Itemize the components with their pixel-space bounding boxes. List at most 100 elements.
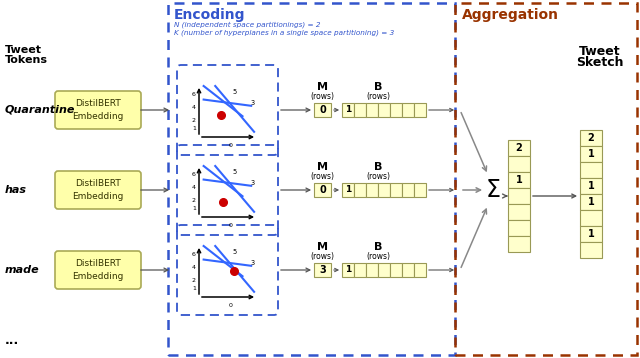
Text: has: has	[5, 185, 27, 195]
Bar	[414, 103, 426, 117]
Bar	[580, 242, 602, 258]
Bar	[402, 103, 414, 117]
Text: B: B	[374, 162, 382, 172]
Text: 1: 1	[588, 181, 595, 191]
Bar	[580, 146, 602, 162]
Text: 1: 1	[345, 185, 351, 194]
Bar	[354, 263, 366, 277]
Text: (rows): (rows)	[310, 92, 335, 101]
Text: 1: 1	[345, 106, 351, 115]
Text: 0: 0	[229, 223, 233, 228]
Text: (rows): (rows)	[366, 172, 390, 181]
Text: Tokens: Tokens	[5, 55, 48, 65]
Bar	[508, 204, 530, 220]
Text: Tweet: Tweet	[579, 45, 621, 58]
Bar	[455, 3, 637, 355]
Text: K (number of hyperplanes in a single space partitioning) = 3: K (number of hyperplanes in a single spa…	[174, 29, 394, 35]
Text: M: M	[317, 242, 328, 252]
FancyBboxPatch shape	[55, 91, 141, 129]
Bar	[342, 103, 354, 117]
Bar	[508, 156, 530, 172]
Bar	[314, 183, 331, 197]
Text: 1: 1	[588, 149, 595, 159]
Bar	[580, 162, 602, 178]
Bar	[402, 263, 414, 277]
Text: 1: 1	[588, 197, 595, 207]
Text: Embedding: Embedding	[72, 112, 124, 121]
Text: DistilBERT: DistilBERT	[75, 259, 121, 268]
Bar	[314, 263, 331, 277]
Text: (rows): (rows)	[310, 252, 335, 261]
Text: $\Sigma$: $\Sigma$	[485, 178, 500, 202]
Text: 1: 1	[588, 229, 595, 239]
Bar	[168, 3, 455, 355]
Text: 1: 1	[192, 126, 196, 131]
Text: 2: 2	[192, 118, 196, 123]
Bar	[314, 103, 331, 117]
Text: 2: 2	[192, 198, 196, 203]
Text: 0: 0	[319, 105, 326, 115]
Bar	[366, 183, 378, 197]
Bar	[390, 103, 402, 117]
Text: 2: 2	[192, 278, 196, 283]
Bar	[378, 183, 390, 197]
Bar	[580, 178, 602, 194]
Bar	[354, 103, 366, 117]
Bar	[508, 220, 530, 236]
Text: B: B	[374, 82, 382, 92]
Bar	[414, 183, 426, 197]
Bar	[508, 140, 530, 156]
Text: Embedding: Embedding	[72, 192, 124, 201]
Text: 6: 6	[192, 92, 196, 97]
Text: (rows): (rows)	[366, 92, 390, 101]
Text: 3: 3	[251, 100, 255, 106]
Bar	[378, 263, 390, 277]
Bar	[414, 263, 426, 277]
Text: 1: 1	[516, 175, 522, 185]
Text: M: M	[317, 82, 328, 92]
Bar	[390, 263, 402, 277]
Text: 4: 4	[192, 105, 196, 110]
Text: Quarantine: Quarantine	[5, 105, 76, 115]
Text: 0: 0	[229, 303, 233, 308]
Text: N (independent space partitionings) = 2: N (independent space partitionings) = 2	[174, 21, 321, 28]
Bar	[580, 130, 602, 146]
Text: 0: 0	[319, 185, 326, 195]
Bar	[390, 183, 402, 197]
Text: 2: 2	[588, 133, 595, 143]
Text: B: B	[374, 242, 382, 252]
FancyBboxPatch shape	[55, 171, 141, 209]
Bar	[366, 263, 378, 277]
Bar	[580, 210, 602, 226]
Text: 1: 1	[192, 286, 196, 291]
Text: Encoding: Encoding	[174, 8, 246, 22]
Bar	[580, 226, 602, 242]
Text: DistilBERT: DistilBERT	[75, 99, 121, 108]
Text: 5: 5	[233, 249, 237, 255]
Bar	[342, 183, 354, 197]
Bar	[508, 172, 530, 188]
Text: 5: 5	[233, 169, 237, 175]
Text: 4: 4	[192, 185, 196, 190]
Text: M: M	[317, 162, 328, 172]
Text: 3: 3	[319, 265, 326, 275]
Text: 1: 1	[192, 205, 196, 211]
Bar	[354, 183, 366, 197]
Text: Sketch: Sketch	[576, 56, 624, 69]
Text: 5: 5	[233, 89, 237, 95]
Text: 6: 6	[192, 252, 196, 257]
Text: 4: 4	[192, 265, 196, 270]
Text: 3: 3	[251, 180, 255, 186]
Bar	[508, 236, 530, 252]
Bar	[366, 103, 378, 117]
FancyBboxPatch shape	[55, 251, 141, 289]
Text: Tweet: Tweet	[5, 45, 42, 55]
Bar	[402, 183, 414, 197]
Text: 3: 3	[251, 260, 255, 266]
Text: 0: 0	[229, 143, 233, 148]
Text: (rows): (rows)	[366, 252, 390, 261]
Text: made: made	[5, 265, 40, 275]
Text: (rows): (rows)	[310, 172, 335, 181]
Text: Aggregation: Aggregation	[462, 8, 559, 22]
Text: 2: 2	[516, 143, 522, 153]
